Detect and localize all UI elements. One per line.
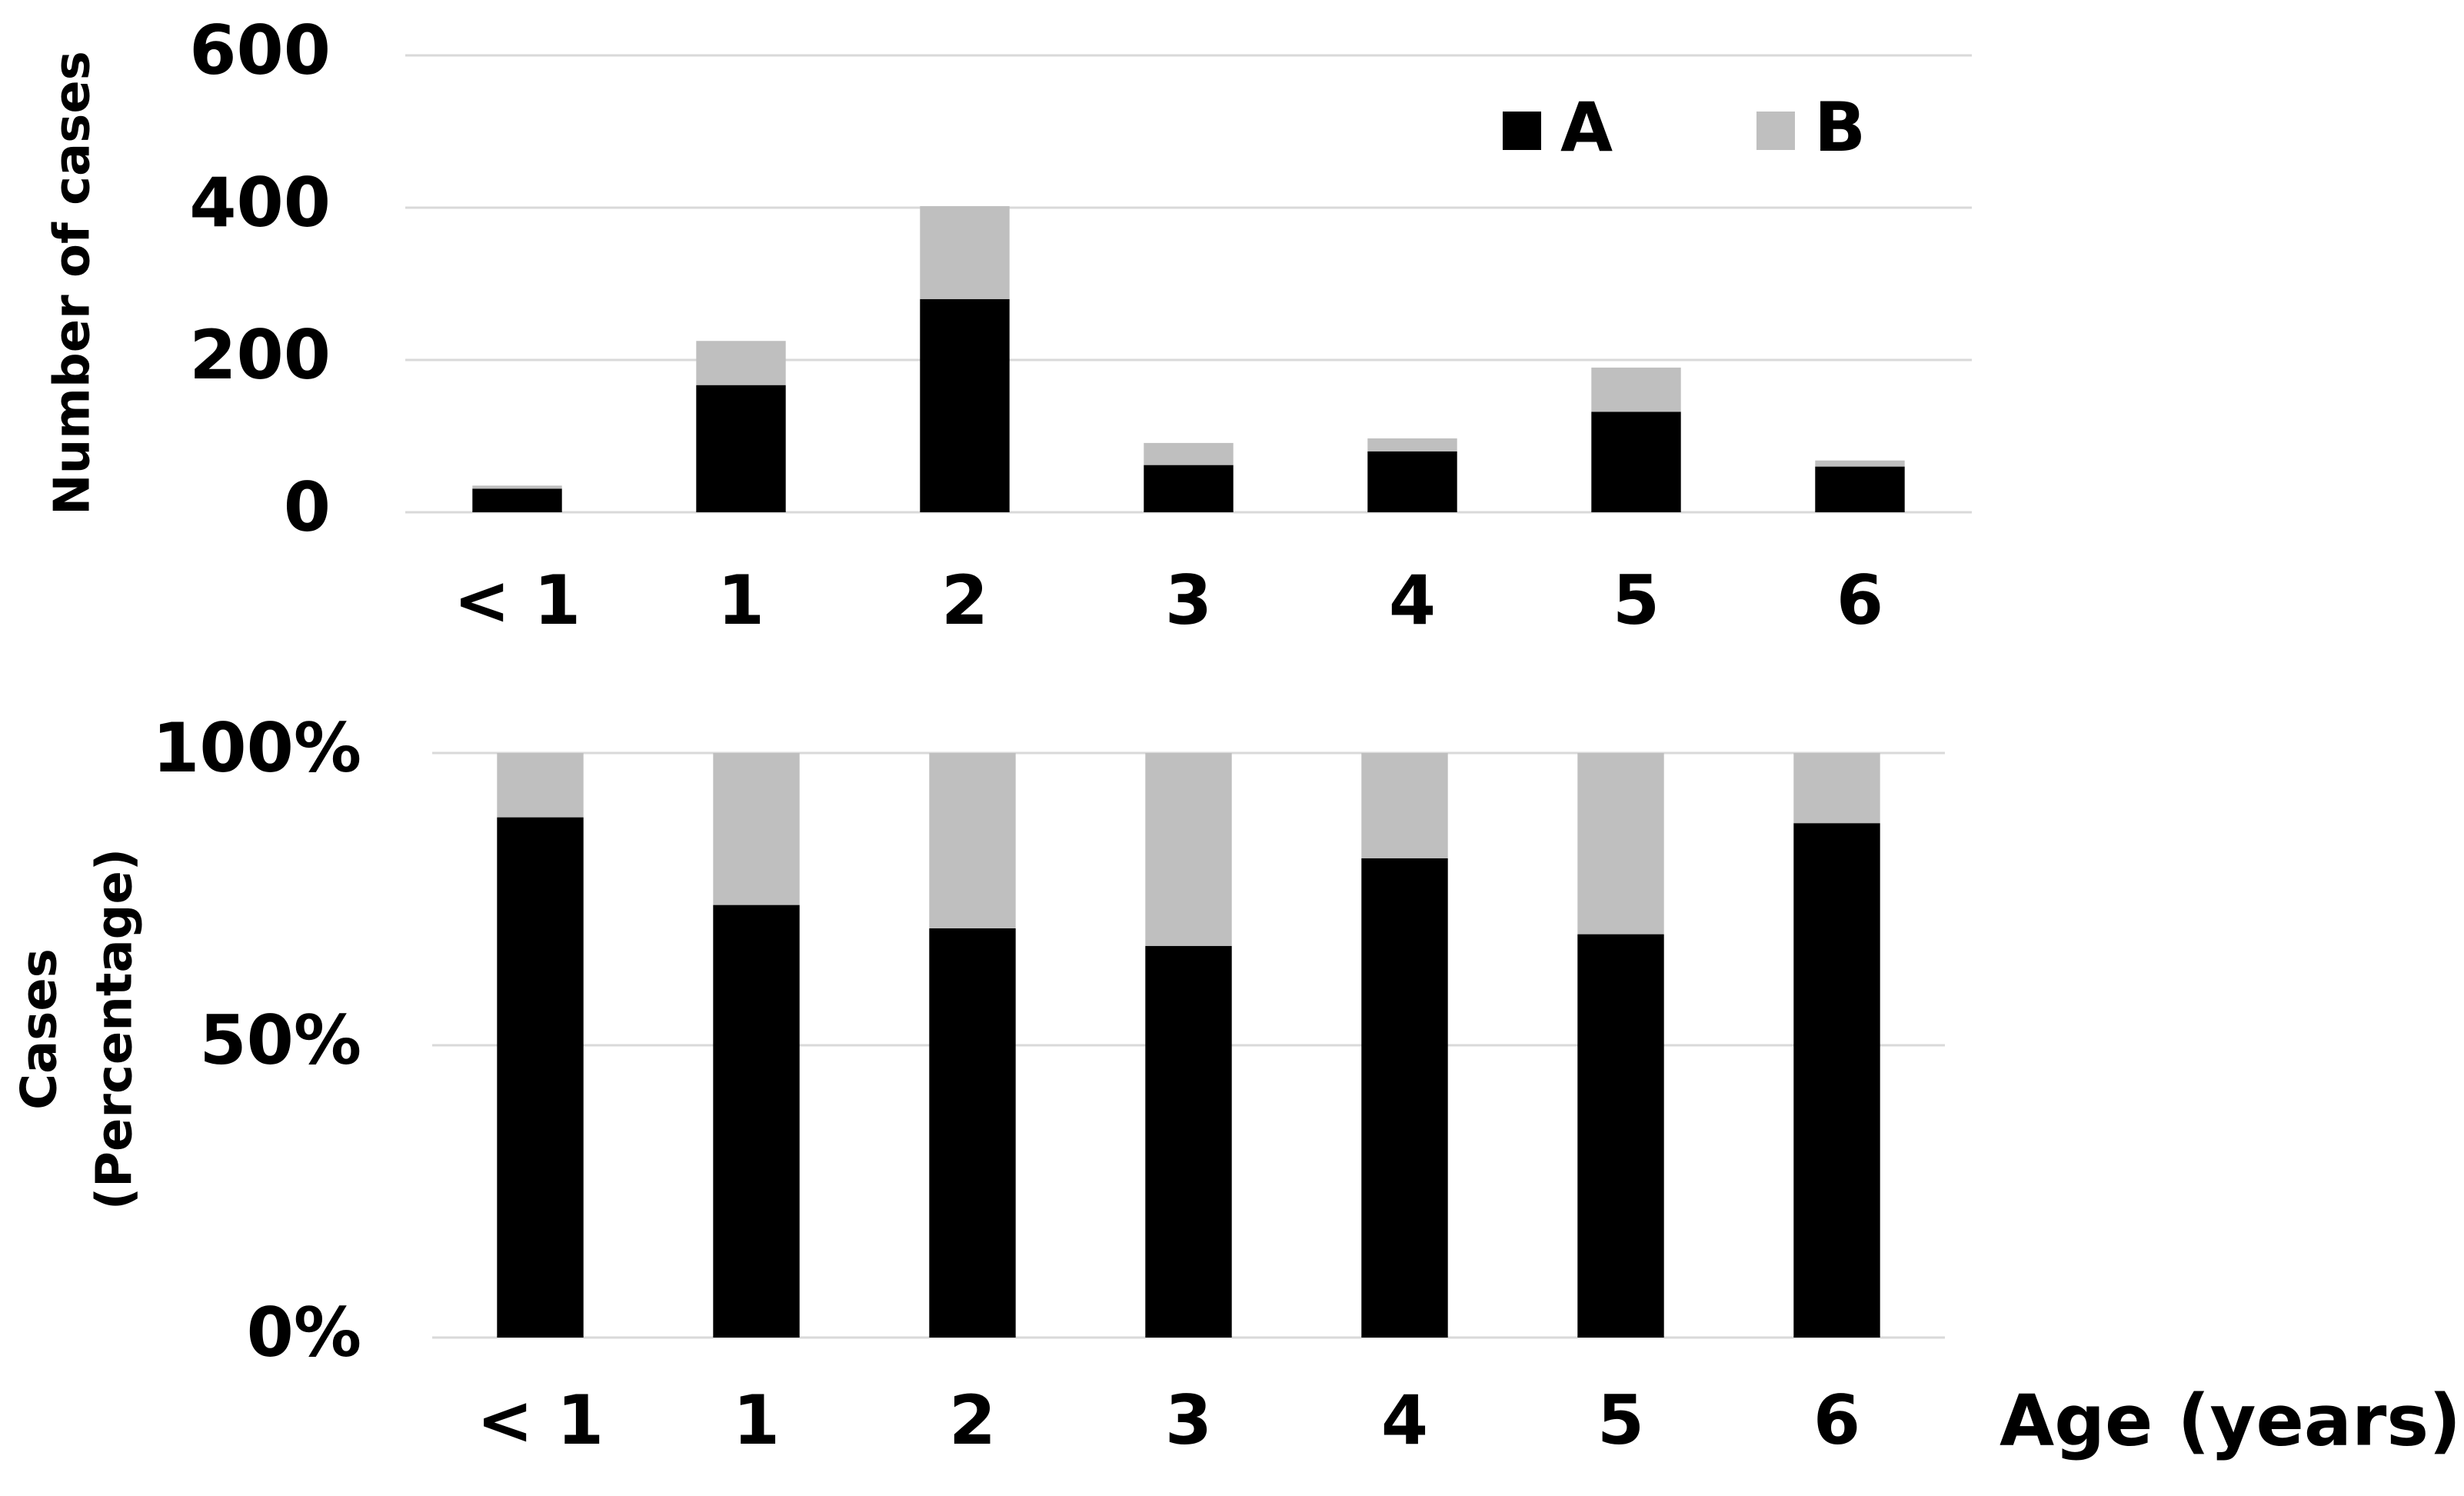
y-tick-label: 600 — [189, 11, 331, 90]
bar-segment — [1591, 411, 1681, 512]
bar-segment — [713, 905, 800, 1338]
x-tick-label: 5 — [1613, 561, 1660, 640]
bar-segment — [1145, 753, 1232, 946]
bar-segment — [1815, 460, 1905, 467]
bar-segment — [1577, 934, 1664, 1338]
bar-segment — [713, 753, 800, 905]
bar-segment — [472, 485, 562, 489]
y-tick-label: 100% — [152, 708, 361, 788]
x-axis-title: Age (years) — [2000, 1379, 2461, 1461]
bar-segment — [696, 385, 786, 512]
y-axis-title: (Percentage) — [87, 848, 144, 1210]
x-tick-label: < 1 — [477, 1381, 604, 1460]
x-tick-label: 3 — [1165, 1381, 1212, 1460]
x-tick-label: 4 — [1389, 561, 1436, 640]
y-axis-title: Number of cases — [45, 51, 102, 515]
bar-segment — [497, 817, 584, 1338]
bar-segment — [1367, 438, 1457, 451]
x-tick-label: 2 — [949, 1381, 996, 1460]
legend-swatch — [1756, 112, 1795, 150]
bar-segment — [1793, 823, 1880, 1338]
x-tick-label: 5 — [1597, 1381, 1644, 1460]
bar-segment — [1361, 858, 1448, 1338]
bar-segment — [1793, 753, 1880, 824]
y-tick-label: 0% — [247, 1293, 361, 1372]
bar-segment — [497, 753, 584, 818]
bar-segment — [920, 206, 1010, 299]
x-tick-label: 3 — [1165, 561, 1212, 640]
y-tick-label: 50% — [199, 1001, 361, 1080]
bar-segment — [1361, 753, 1448, 858]
legend-swatch — [1503, 112, 1541, 150]
x-tick-label: 1 — [733, 1381, 780, 1460]
bar-segment — [696, 341, 786, 385]
x-tick-label: 6 — [1836, 561, 1883, 640]
bar-segment — [1144, 465, 1234, 512]
bar-segment — [1577, 753, 1664, 935]
bar-segment — [1145, 945, 1232, 1338]
bar-segment — [1367, 451, 1457, 512]
x-tick-label: < 1 — [454, 561, 581, 640]
bar-segment — [920, 298, 1010, 512]
y-tick-label: 400 — [189, 163, 331, 242]
bar-segment — [472, 488, 562, 512]
legend-label: B — [1814, 88, 1866, 167]
x-tick-label: 1 — [718, 561, 764, 640]
bar-segment — [929, 928, 1016, 1338]
bar-segment — [929, 753, 1016, 928]
y-axis-title: Cases — [12, 948, 68, 1110]
x-tick-label: 6 — [1813, 1381, 1860, 1460]
x-tick-label: 2 — [941, 561, 988, 640]
legend-label: A — [1560, 88, 1613, 167]
y-tick-label: 0 — [284, 468, 331, 547]
bar-segment — [1815, 466, 1905, 512]
x-tick-label: 4 — [1381, 1381, 1428, 1460]
bar-segment — [1144, 442, 1234, 465]
bar-segment — [1591, 367, 1681, 412]
y-tick-label: 200 — [189, 315, 331, 395]
